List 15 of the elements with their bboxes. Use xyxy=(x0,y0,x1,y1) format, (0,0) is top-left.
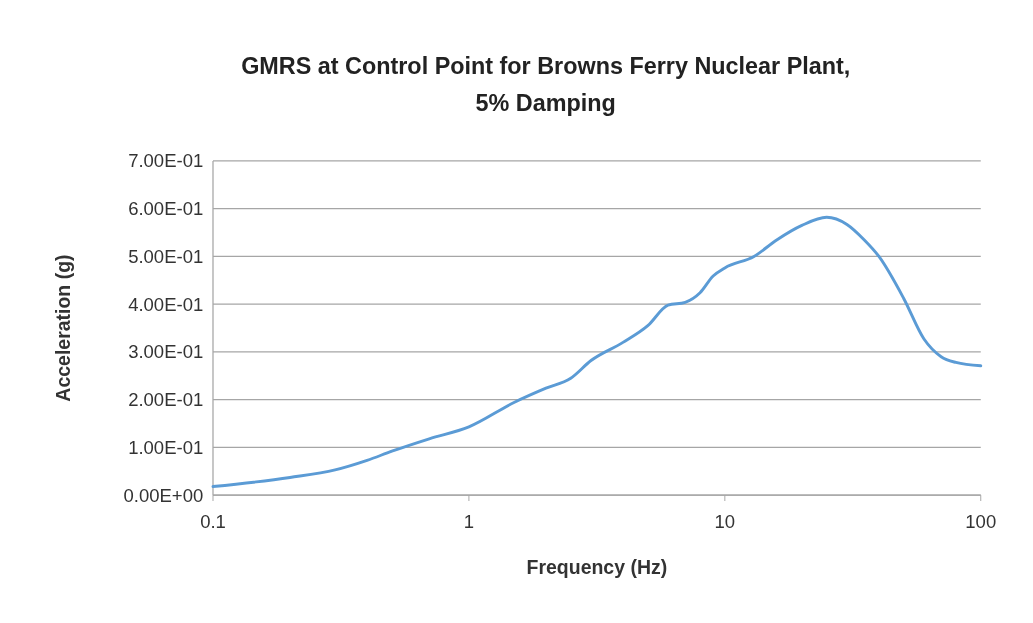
y-tick-label: 5.00E-01 xyxy=(128,245,204,267)
y-tick-label: 4.00E-01 xyxy=(128,293,204,315)
y-tick-label: 3.00E-01 xyxy=(128,341,204,363)
x-tick-label: 10 xyxy=(714,511,736,533)
x-axis-title: Frequency (Hz) xyxy=(526,556,668,579)
chart-title: GMRS at Control Point for Browns Ferry Nuclear Plant, 5% Damping xyxy=(241,53,851,117)
y-tick-label: 2.00E-01 xyxy=(128,389,204,411)
y-tick-label: 6.00E-01 xyxy=(128,198,204,220)
y-axis-title: Acceleration (g) xyxy=(51,254,74,402)
x-tick-label: 100 xyxy=(965,511,997,533)
x-tick-label: 0.1 xyxy=(200,511,226,533)
x-tick-label: 1 xyxy=(463,511,475,533)
y-tick-label: 1.00E-01 xyxy=(128,436,204,458)
y-tick-label: 0.00E+00 xyxy=(123,484,204,506)
y-tick-label: 7.00E-01 xyxy=(128,150,204,172)
